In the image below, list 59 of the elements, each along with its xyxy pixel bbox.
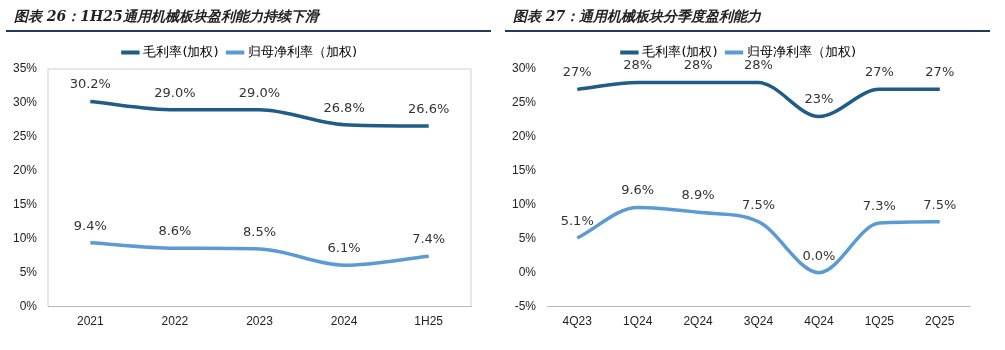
line-series [88, 241, 431, 267]
data-label: 28% [744, 57, 773, 73]
y-tick-label: 5% [518, 231, 537, 246]
data-label: 28% [623, 57, 653, 73]
data-label: 0.0% [802, 247, 836, 263]
data-label: 26.8% [323, 99, 365, 115]
y-tick-label: 30% [511, 61, 537, 76]
x-tick-label: 2022 [161, 314, 189, 329]
x-tick-label: 2023 [246, 314, 274, 329]
y-tick-label: 25% [511, 95, 537, 110]
x-tick-label: 4Q23 [562, 314, 593, 329]
x-tick-label: 1Q25 [864, 314, 895, 329]
x-tick-label: 1H25 [414, 314, 444, 329]
x-tick-label: 2024 [330, 314, 358, 329]
y-tick-label: 5% [19, 264, 38, 279]
data-label: 29.0% [154, 84, 196, 100]
y-tick-label: 10% [12, 231, 38, 246]
x-tick-label: 2Q24 [683, 314, 714, 329]
data-label: 29.0% [238, 84, 281, 100]
data-label: 6.1% [327, 240, 361, 256]
data-label: 5.1% [560, 212, 594, 228]
x-tick-label: 2Q25 [925, 314, 955, 329]
legend-label: 归母净利率（加权) [747, 43, 857, 59]
data-label: 7.4% [412, 231, 446, 247]
data-label: 27% [925, 64, 955, 80]
y-tick-label: 0% [19, 298, 38, 313]
data-label: 8.6% [158, 223, 192, 239]
data-label: 30.2% [69, 76, 111, 92]
data-label: 8.5% [242, 223, 277, 239]
data-label: 7.5% [741, 196, 776, 212]
legend-label: 归母净利率（加权) [248, 43, 358, 59]
x-tick-label: 3Q24 [743, 314, 774, 329]
x-tick-label: 4Q24 [804, 314, 834, 329]
legend-label: 毛利率(加权) [642, 43, 718, 59]
y-tick-label: 35% [12, 61, 38, 76]
y-tick-label: -5% [514, 298, 537, 313]
x-tick-label: 2021 [76, 314, 104, 329]
chart-title: 图表 27：通用机械板块分季度盈利能力 [505, 0, 990, 32]
y-tick-label: 15% [511, 163, 537, 178]
data-label: 7.5% [923, 196, 957, 212]
y-tick-label: 20% [12, 163, 38, 178]
y-tick-label: 20% [511, 129, 537, 144]
y-tick-label: 30% [12, 95, 38, 110]
chart-title: 图表 26：1H25通用机械板块盈利能力持续下滑 [6, 0, 491, 32]
y-tick-label: 10% [511, 197, 537, 212]
y-tick-label: 0% [518, 264, 537, 279]
y-tick-label: 15% [12, 197, 38, 212]
data-label: 28% [683, 57, 713, 73]
data-label: 7.3% [862, 197, 896, 213]
legend-label: 毛利率(加权) [143, 43, 219, 59]
data-label: 9.6% [621, 182, 655, 198]
data-label: 9.4% [73, 217, 107, 233]
data-label: 27% [562, 64, 592, 80]
data-label: 27% [864, 64, 894, 80]
x-tick-label: 1Q24 [622, 314, 653, 329]
data-label: 26.6% [408, 100, 450, 116]
y-tick-label: 25% [12, 129, 38, 144]
data-label: 8.9% [681, 187, 715, 203]
data-label: 23% [804, 91, 834, 107]
